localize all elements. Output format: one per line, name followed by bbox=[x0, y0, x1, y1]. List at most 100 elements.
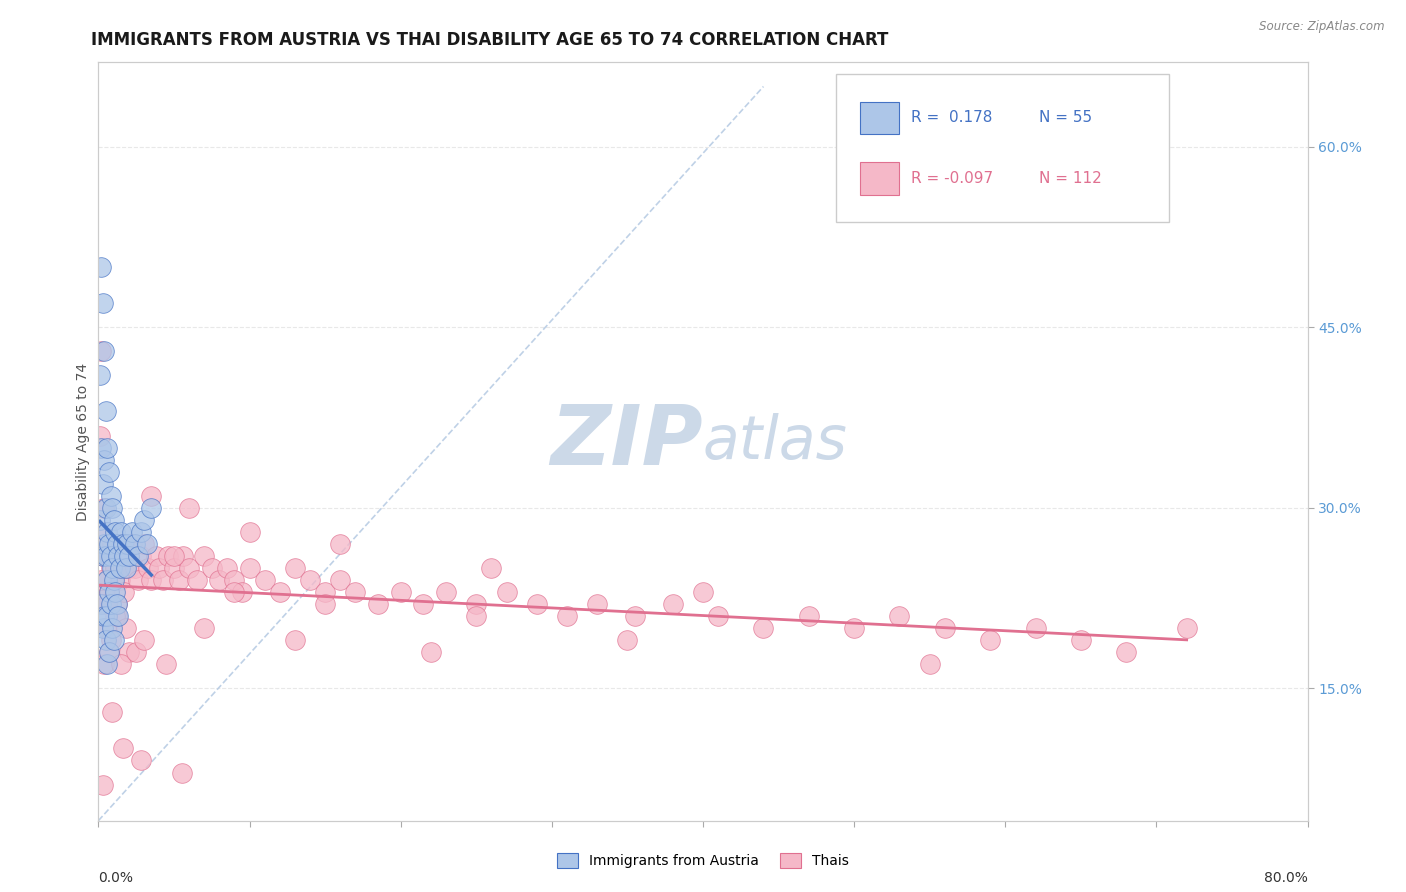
Point bbox=[918, 657, 941, 672]
Point bbox=[98, 549, 121, 563]
Point bbox=[465, 597, 488, 611]
Text: 80.0%: 80.0% bbox=[1264, 871, 1308, 885]
Point bbox=[114, 621, 136, 635]
Point bbox=[118, 645, 141, 659]
Point bbox=[96, 597, 118, 611]
Point bbox=[89, 368, 111, 383]
Point bbox=[96, 441, 118, 455]
Point bbox=[108, 573, 131, 587]
Point bbox=[124, 537, 146, 551]
Point bbox=[90, 573, 112, 587]
Point bbox=[692, 585, 714, 599]
Point bbox=[141, 489, 163, 503]
FancyBboxPatch shape bbox=[837, 74, 1168, 221]
Point bbox=[145, 549, 167, 563]
Point bbox=[103, 573, 125, 587]
Legend: Immigrants from Austria, Thais: Immigrants from Austria, Thais bbox=[551, 847, 855, 874]
Point bbox=[889, 609, 911, 624]
Point bbox=[118, 549, 141, 563]
Text: R =  0.178: R = 0.178 bbox=[911, 111, 993, 125]
Point bbox=[141, 573, 163, 587]
Point bbox=[100, 549, 122, 563]
Point bbox=[101, 561, 124, 575]
Point bbox=[103, 573, 125, 587]
Point bbox=[108, 561, 131, 575]
Point bbox=[129, 549, 152, 563]
Point bbox=[269, 585, 291, 599]
Point bbox=[98, 537, 121, 551]
Point bbox=[314, 597, 336, 611]
Point bbox=[215, 561, 238, 575]
Point bbox=[100, 633, 122, 648]
Point bbox=[155, 657, 177, 672]
Point bbox=[94, 633, 117, 648]
Point bbox=[94, 573, 117, 587]
Point bbox=[1175, 621, 1198, 635]
Y-axis label: Disability Age 65 to 74: Disability Age 65 to 74 bbox=[76, 362, 90, 521]
Point bbox=[661, 597, 683, 611]
Point bbox=[110, 537, 132, 551]
Point bbox=[707, 609, 730, 624]
Point bbox=[89, 513, 111, 527]
Point bbox=[105, 609, 128, 624]
Point bbox=[115, 537, 138, 551]
FancyBboxPatch shape bbox=[860, 102, 898, 135]
Point bbox=[93, 537, 115, 551]
Point bbox=[91, 621, 114, 635]
Text: 0.0%: 0.0% bbox=[98, 871, 134, 885]
Point bbox=[495, 585, 517, 599]
Text: N = 112: N = 112 bbox=[1039, 171, 1102, 186]
Point bbox=[93, 452, 115, 467]
Point bbox=[156, 549, 179, 563]
Point bbox=[112, 549, 135, 563]
Point bbox=[103, 633, 125, 648]
Point bbox=[93, 657, 115, 672]
Point bbox=[481, 561, 503, 575]
Point bbox=[208, 573, 231, 587]
Point bbox=[98, 465, 121, 479]
Point bbox=[93, 609, 115, 624]
Point bbox=[105, 537, 128, 551]
Point bbox=[121, 537, 143, 551]
Point bbox=[344, 585, 367, 599]
Point bbox=[104, 561, 127, 575]
Point bbox=[132, 537, 155, 551]
Point bbox=[90, 441, 112, 455]
Point bbox=[101, 537, 124, 551]
Point bbox=[105, 597, 128, 611]
Point bbox=[797, 609, 820, 624]
Point bbox=[100, 561, 122, 575]
Point bbox=[844, 621, 866, 635]
Text: N = 55: N = 55 bbox=[1039, 111, 1092, 125]
Point bbox=[465, 609, 488, 624]
Point bbox=[91, 778, 114, 792]
Point bbox=[163, 549, 186, 563]
Point bbox=[201, 561, 224, 575]
Point bbox=[94, 404, 117, 418]
Point bbox=[96, 609, 118, 624]
Point bbox=[193, 621, 215, 635]
Point bbox=[105, 597, 128, 611]
Point bbox=[107, 609, 129, 624]
Point bbox=[299, 573, 322, 587]
Point bbox=[94, 549, 117, 563]
Point bbox=[329, 537, 352, 551]
Point bbox=[90, 597, 112, 611]
Point bbox=[91, 296, 114, 310]
Point bbox=[329, 573, 352, 587]
Point bbox=[555, 609, 578, 624]
Point bbox=[96, 573, 118, 587]
Point bbox=[96, 657, 118, 672]
Point bbox=[91, 549, 114, 563]
Point bbox=[98, 645, 121, 659]
Point bbox=[100, 489, 122, 503]
Point bbox=[412, 597, 434, 611]
Point bbox=[434, 585, 457, 599]
Point bbox=[186, 573, 208, 587]
Point bbox=[114, 561, 136, 575]
Point bbox=[91, 549, 114, 563]
Point bbox=[101, 621, 124, 635]
Point bbox=[101, 500, 124, 515]
Point bbox=[224, 573, 246, 587]
Point bbox=[224, 585, 246, 599]
